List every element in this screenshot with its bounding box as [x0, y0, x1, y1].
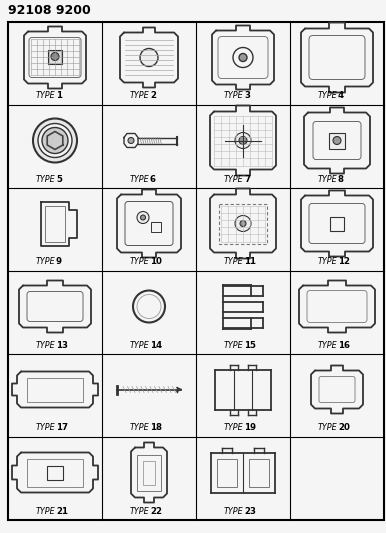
- Bar: [27, 458, 83, 487]
- Text: TYPE: TYPE: [223, 341, 243, 350]
- Bar: [45, 206, 65, 241]
- Bar: [329, 133, 345, 149]
- Text: TYPE: TYPE: [36, 92, 55, 101]
- Circle shape: [38, 124, 72, 157]
- Text: 3: 3: [244, 92, 250, 101]
- Circle shape: [333, 136, 341, 144]
- Circle shape: [235, 215, 251, 231]
- Circle shape: [239, 53, 247, 61]
- Circle shape: [33, 118, 77, 163]
- Circle shape: [235, 133, 251, 149]
- Text: 23: 23: [244, 506, 256, 515]
- Text: TYPE: TYPE: [317, 424, 337, 432]
- Text: TYPE: TYPE: [317, 92, 337, 101]
- Text: TYPE: TYPE: [223, 174, 243, 183]
- Text: TYPE: TYPE: [129, 341, 149, 350]
- Text: 18: 18: [150, 424, 162, 432]
- Bar: [48, 50, 62, 63]
- Text: 13: 13: [56, 341, 68, 350]
- Text: 16: 16: [338, 341, 350, 350]
- Circle shape: [140, 49, 158, 67]
- Circle shape: [239, 136, 247, 144]
- Text: 10: 10: [150, 257, 162, 266]
- Bar: [27, 377, 83, 401]
- Text: TYPE: TYPE: [317, 174, 337, 183]
- Text: 5: 5: [56, 174, 62, 183]
- Circle shape: [51, 52, 59, 61]
- Text: 9: 9: [56, 257, 62, 266]
- Text: TYPE: TYPE: [36, 341, 55, 350]
- Text: TYPE: TYPE: [223, 257, 243, 266]
- Text: 8: 8: [338, 174, 344, 183]
- Text: TYPE: TYPE: [223, 506, 243, 515]
- Text: TYPE: TYPE: [223, 424, 243, 432]
- Text: 20: 20: [338, 424, 350, 432]
- Text: 92108 9200: 92108 9200: [8, 4, 91, 17]
- Text: 7: 7: [244, 174, 250, 183]
- Text: TYPE: TYPE: [36, 506, 55, 515]
- Circle shape: [42, 127, 68, 154]
- Bar: [47, 465, 63, 480]
- Text: 2: 2: [150, 92, 156, 101]
- Text: TYPE: TYPE: [317, 257, 337, 266]
- Bar: [219, 204, 267, 244]
- Text: TYPE: TYPE: [129, 257, 149, 266]
- Bar: [249, 458, 269, 487]
- Text: 22: 22: [150, 506, 162, 515]
- Text: 21: 21: [56, 506, 68, 515]
- Bar: [217, 458, 237, 487]
- Bar: [151, 222, 161, 231]
- Text: 6: 6: [150, 174, 156, 183]
- Bar: [137, 455, 161, 490]
- Text: 15: 15: [244, 341, 256, 350]
- Text: TYPE: TYPE: [36, 424, 55, 432]
- Circle shape: [137, 212, 149, 223]
- Bar: [330, 216, 344, 230]
- Text: 11: 11: [244, 257, 256, 266]
- Text: TYPE: TYPE: [129, 92, 149, 101]
- Text: 19: 19: [244, 424, 256, 432]
- Text: 14: 14: [150, 341, 162, 350]
- Text: 17: 17: [56, 424, 68, 432]
- Text: TYPE: TYPE: [36, 257, 55, 266]
- Bar: [143, 461, 155, 484]
- Text: TYPE: TYPE: [317, 341, 337, 350]
- Text: TYPE: TYPE: [129, 506, 149, 515]
- Text: 12: 12: [338, 257, 350, 266]
- Text: TYPE: TYPE: [36, 174, 55, 183]
- Text: 4: 4: [338, 92, 344, 101]
- Circle shape: [128, 138, 134, 143]
- Circle shape: [240, 221, 246, 227]
- Text: TYPE: TYPE: [129, 424, 149, 432]
- Text: 1: 1: [56, 92, 62, 101]
- Circle shape: [141, 215, 146, 220]
- Text: TYPE: TYPE: [223, 92, 243, 101]
- Text: TYPE: TYPE: [129, 174, 149, 183]
